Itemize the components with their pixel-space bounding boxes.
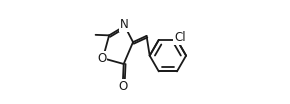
Text: Cl: Cl [174,31,186,44]
Text: O: O [97,52,106,65]
Text: N: N [120,18,128,31]
Text: O: O [119,80,128,93]
